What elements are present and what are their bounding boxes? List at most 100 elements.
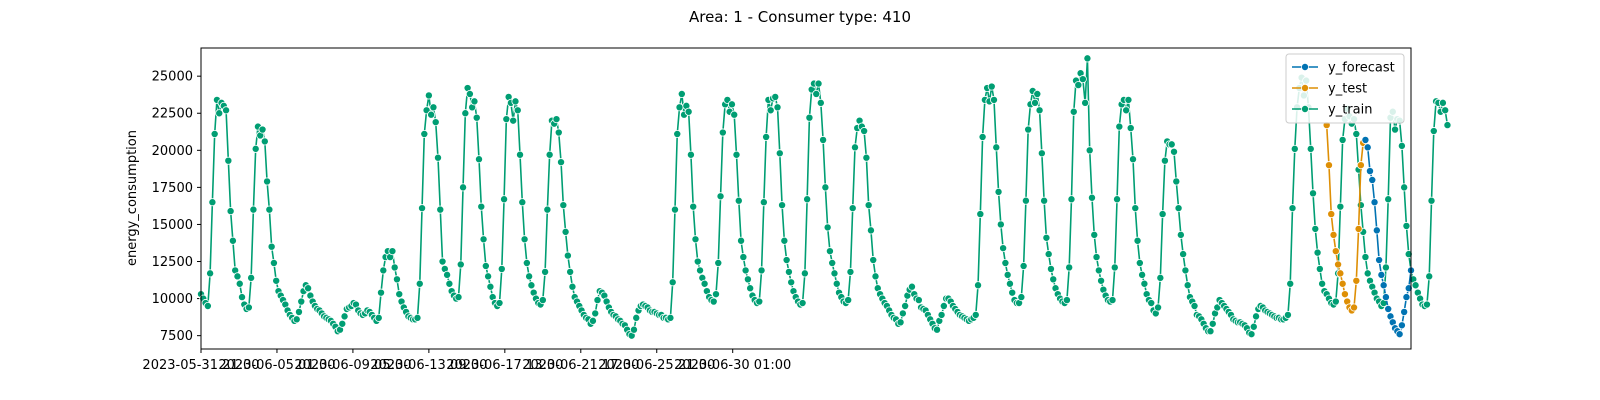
legend[interactable]: y_forecast y_test y_train — [1285, 53, 1405, 124]
data-point — [1024, 125, 1033, 134]
y-tick-label: 25000 — [152, 70, 193, 85]
data-point — [1363, 143, 1372, 152]
data-point — [992, 143, 1001, 152]
data-point — [1311, 224, 1320, 233]
data-point — [1005, 279, 1014, 288]
data-point — [869, 256, 878, 265]
data-point — [714, 258, 723, 267]
data-point — [684, 107, 693, 116]
data-point — [1249, 322, 1258, 331]
data-point — [215, 109, 224, 118]
y-axis-label: energy_consumption — [125, 130, 140, 266]
data-point — [552, 115, 561, 124]
data-point — [1441, 106, 1450, 115]
data-point — [1135, 258, 1144, 267]
data-point — [522, 258, 531, 267]
data-point — [1309, 189, 1318, 198]
data-point — [1108, 296, 1117, 305]
data-point — [561, 227, 570, 236]
data-point — [716, 192, 725, 201]
data-point — [1384, 195, 1393, 204]
data-point — [292, 315, 301, 324]
data-point — [443, 270, 452, 279]
data-point — [782, 256, 791, 265]
x-tick-label: 2023-06-09 05:00 — [294, 358, 411, 373]
data-point — [978, 132, 987, 141]
data-point — [711, 290, 720, 299]
x-tick-label: 2023-06-05 01:00 — [218, 358, 335, 373]
data-point — [812, 89, 821, 98]
data-point — [554, 128, 563, 137]
data-point — [226, 207, 235, 216]
data-point — [862, 153, 871, 162]
data-point — [1286, 279, 1295, 288]
data-point — [520, 235, 529, 244]
y-tick-label: 22500 — [152, 107, 193, 122]
data-point — [1160, 156, 1169, 165]
data-point — [1365, 167, 1374, 176]
legend-label: y_train — [1328, 103, 1372, 118]
data-point — [1315, 264, 1324, 273]
data-point — [798, 299, 807, 308]
data-point — [267, 242, 276, 251]
data-point — [1090, 230, 1099, 239]
data-point — [1001, 258, 1010, 267]
data-point — [1379, 281, 1388, 290]
data-point — [871, 272, 880, 281]
y-tick-label: 15000 — [152, 218, 193, 233]
data-point — [203, 301, 212, 310]
data-point — [971, 310, 980, 319]
data-point — [294, 307, 303, 316]
data-point — [502, 115, 511, 124]
data-point — [976, 210, 985, 219]
data-point — [1352, 129, 1361, 138]
data-point — [1092, 253, 1101, 262]
data-point — [1381, 293, 1390, 302]
data-point — [939, 301, 948, 310]
data-point — [1395, 330, 1404, 339]
data-point — [436, 205, 445, 214]
data-point — [846, 267, 855, 276]
data-point — [1206, 327, 1215, 336]
data-point — [1008, 288, 1017, 297]
data-point — [743, 275, 752, 284]
data-point — [258, 125, 267, 134]
data-point — [1044, 250, 1053, 259]
data-point — [898, 309, 907, 318]
data-point — [709, 297, 718, 306]
data-point — [696, 266, 705, 275]
y-tick-label: 7500 — [160, 329, 193, 344]
data-point — [1179, 250, 1188, 259]
data-point — [741, 266, 750, 275]
data-point — [832, 279, 841, 288]
data-point — [1035, 106, 1044, 115]
data-point — [730, 110, 739, 119]
data-point — [1133, 236, 1142, 245]
data-point — [1110, 263, 1119, 272]
data-point — [734, 196, 743, 205]
data-point — [1438, 98, 1447, 107]
legend-item-y-forecast[interactable]: y_forecast — [1292, 61, 1395, 76]
data-point — [828, 258, 837, 267]
data-point — [1046, 264, 1055, 273]
data-point — [420, 129, 429, 138]
data-point — [766, 106, 775, 115]
x-tick-label: 2023-06-30 01:00 — [674, 358, 791, 373]
legend-label: y_test — [1328, 82, 1367, 97]
data-point — [392, 275, 401, 284]
data-point — [1131, 204, 1140, 213]
data-point — [1252, 312, 1261, 321]
data-point — [1361, 135, 1370, 144]
data-point — [1065, 263, 1074, 272]
legend-item-y-train[interactable]: y_train — [1292, 103, 1372, 118]
data-point — [1397, 141, 1406, 150]
data-point — [901, 301, 910, 310]
data-point — [568, 282, 577, 291]
data-point — [1368, 175, 1377, 184]
data-point — [1017, 293, 1026, 302]
data-point — [1334, 260, 1343, 269]
data-point — [1154, 303, 1163, 312]
data-point — [762, 132, 771, 141]
legend-item-y-test[interactable]: y_test — [1292, 82, 1367, 97]
